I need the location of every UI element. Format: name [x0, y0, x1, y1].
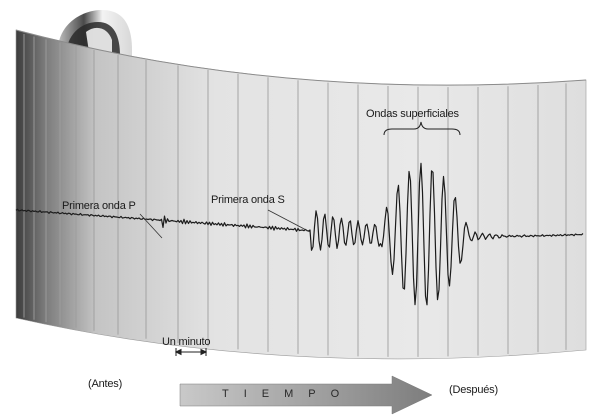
time-label: TIEMPO — [222, 388, 355, 400]
first-p-wave-label: Primera onda P — [62, 200, 136, 212]
after-label: (Después) — [449, 384, 498, 396]
surface-waves-label: Ondas superficiales — [366, 108, 459, 120]
surface-waves-bracket — [383, 121, 461, 136]
one-minute-scale — [174, 348, 208, 356]
minute-grid-lines — [23, 34, 567, 357]
one-minute-label: Un minuto — [162, 336, 211, 348]
time-arrow — [179, 375, 433, 415]
seismogram-trace — [15, 162, 584, 306]
drum-top-rim — [15, 29, 587, 86]
s-wave-pointer — [267, 209, 311, 233]
p-wave-pointer — [139, 213, 163, 239]
before-label: (Antes) — [88, 378, 123, 390]
first-s-wave-label: Primera onda S — [211, 194, 285, 206]
